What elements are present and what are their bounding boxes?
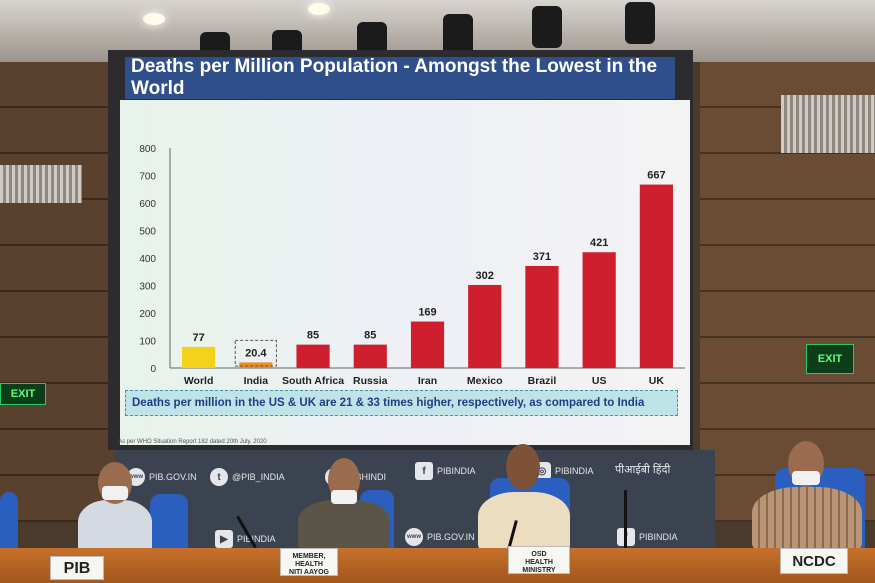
- ceiling-light: [308, 3, 330, 15]
- bar-value-label: 421: [590, 237, 608, 249]
- backdrop-label: PIBINDIA: [437, 466, 476, 476]
- backdrop-item: t @PIB_INDIA: [210, 468, 285, 486]
- y-tick-label: 500: [139, 227, 156, 238]
- category-label: US: [592, 375, 607, 387]
- category-label: South Africa: [282, 375, 344, 387]
- chair: [150, 494, 188, 552]
- backdrop-label: PIBHINDI: [347, 472, 387, 482]
- bar-south-africa: [296, 344, 330, 368]
- wood-panel-left: [0, 62, 120, 522]
- ceiling-light: [143, 13, 165, 25]
- chart-title: Deaths per Million Population - Amongst …: [125, 56, 675, 99]
- backdrop-label: PIB.GOV.IN: [427, 532, 475, 542]
- bar-value-label: 302: [476, 270, 494, 282]
- speaker-2: [298, 458, 390, 552]
- y-tick-label: 600: [139, 199, 156, 210]
- exit-sign: EXIT: [806, 344, 854, 374]
- face-mask: [792, 471, 820, 485]
- bar-value-label: 20.4: [245, 347, 267, 359]
- backdrop-label: PIBINDIA: [555, 466, 594, 476]
- stage-spotlight: [532, 6, 562, 48]
- bar-value-label: 169: [418, 307, 436, 319]
- air-vent-left: [0, 165, 82, 203]
- backdrop-item: पीआईबी हिंदी: [615, 462, 670, 477]
- backdrop-item: ▶ PIBINDIA: [215, 530, 276, 548]
- bar-iran: [410, 321, 445, 368]
- bar-value-label: 667: [647, 170, 665, 182]
- press-backdrop: www PIB.GOV.IN t @PIB_INDIA ✪ PIBHINDI f…: [115, 450, 715, 550]
- y-tick-label: 800: [139, 144, 156, 155]
- youtube-icon: ▶: [215, 530, 233, 548]
- speaker-1: [78, 462, 152, 555]
- y-tick-label: 400: [139, 254, 156, 265]
- backdrop-item: www PIB.GOV.IN: [127, 468, 197, 486]
- y-tick-label: 200: [139, 309, 156, 320]
- exit-sign: EXIT: [0, 383, 46, 405]
- category-label: Russia: [353, 375, 388, 387]
- chart-source: As per WHO Situation Report 182 dated 20…: [118, 439, 267, 445]
- category-label: India: [244, 375, 269, 387]
- bar-mexico: [468, 284, 502, 368]
- category-label: UK: [649, 375, 665, 387]
- category-label: Iran: [418, 375, 437, 387]
- speaker-head: [506, 444, 540, 490]
- nameplate-line: NITI AAYOG: [289, 569, 329, 577]
- y-tick-label: 0: [150, 364, 156, 375]
- y-tick-label: 100: [139, 337, 156, 348]
- category-label: Mexico: [467, 375, 503, 387]
- backdrop-item: f PIBINDIA: [415, 462, 476, 480]
- bar-value-label: 371: [533, 251, 551, 263]
- nameplate-niti-aayog: MEMBER, HEALTH NITI AAYOG: [280, 548, 338, 576]
- twitter-icon: t: [210, 468, 228, 486]
- backdrop-label: @PIB_INDIA: [232, 472, 285, 482]
- face-mask: [102, 486, 128, 500]
- speaker-4: [752, 441, 862, 551]
- bar-value-label: 85: [364, 330, 376, 342]
- bar-us: [582, 252, 616, 368]
- air-vent-right: [781, 95, 875, 153]
- bar-value-label: 77: [192, 332, 204, 344]
- chair: [0, 492, 18, 554]
- bar-russia: [353, 344, 387, 368]
- microphone: [624, 490, 627, 548]
- web-icon: www: [405, 528, 423, 546]
- backdrop-label: PIBINDIA: [639, 532, 678, 542]
- nameplate-line: OSD: [531, 551, 547, 558]
- y-tick-label: 300: [139, 282, 156, 293]
- category-label: Brazil: [528, 375, 557, 387]
- stage-spotlight: [625, 2, 655, 44]
- stage-spotlight: [443, 14, 473, 56]
- nameplate-ncdc: NCDC: [780, 548, 848, 574]
- desk: [0, 548, 875, 583]
- face-mask: [331, 490, 357, 504]
- bar-chart: 0 100 200 300 400 500 600 700 800 77 20.4 85 85 169 3…: [139, 144, 685, 387]
- category-label: World: [184, 375, 214, 387]
- india-highlight-box: [234, 339, 277, 367]
- nameplate-line: HEALTH MINISTRY: [522, 559, 556, 575]
- backdrop-label: PIBINDIA: [237, 534, 276, 544]
- backdrop-label: पीआईबी हिंदी: [615, 464, 671, 476]
- nameplate-pib: PIB: [50, 556, 104, 580]
- backdrop-item: www PIB.GOV.IN: [405, 528, 475, 546]
- backdrop-label: PIB.GOV.IN: [149, 472, 197, 482]
- bar-india: [239, 362, 273, 368]
- bar-value-label: 85: [307, 330, 319, 342]
- bar-uk: [639, 184, 673, 368]
- bar-world: [182, 346, 216, 368]
- speaker-3: [478, 444, 570, 552]
- y-tick-label: 700: [139, 172, 156, 183]
- nameplate-line: MEMBER, HEALTH: [292, 553, 326, 569]
- facebook-icon: f: [415, 462, 433, 480]
- nameplate-health-ministry: OSD HEALTH MINISTRY: [508, 546, 570, 574]
- chart-note: Deaths per million in the US & UK are 21…: [125, 390, 678, 416]
- bar-brazil: [525, 265, 559, 368]
